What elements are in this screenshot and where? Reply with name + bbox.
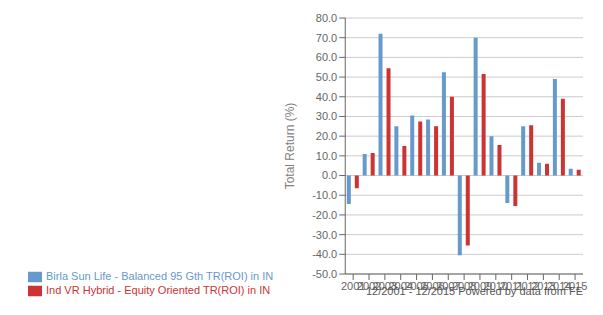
svg-text:-30.0: -30.0	[312, 229, 337, 241]
svg-text:Total Return (%): Total Return (%)	[283, 103, 297, 190]
svg-text:20.0: 20.0	[316, 130, 337, 142]
svg-text:2001: 2001	[340, 279, 366, 292]
svg-text:60.0: 60.0	[316, 51, 337, 63]
html-text:Birla Sun Life - Balanced 95 G: Birla Sun Life - Balanced 95 Gth TR(ROI)…	[46, 269, 274, 282]
svg-text:40.0: 40.0	[316, 91, 337, 103]
svg-text:10.0: 10.0	[316, 150, 337, 162]
svg-text:-40.0: -40.0	[312, 248, 337, 260]
svg-text:70.0: 70.0	[316, 32, 337, 44]
svg-text:-20.0: -20.0	[312, 209, 337, 221]
svg-text:30.0: 30.0	[316, 110, 337, 122]
svg-text:50.0: 50.0	[316, 71, 337, 83]
svg-text:80.0: 80.0	[316, 12, 337, 24]
html-text:Ind VR Hybrid - Equity Oriente: Ind VR Hybrid - Equity Oriented TR(ROI) …	[46, 283, 271, 296]
html-text:12/2001 - 12/2015 Powered by d: 12/2001 - 12/2015 Powered by data from F…	[365, 285, 583, 297]
svg-text:-50.0: -50.0	[312, 268, 337, 280]
svg-text:-10.0: -10.0	[312, 189, 337, 201]
svg-text:0.0: 0.0	[322, 169, 337, 181]
